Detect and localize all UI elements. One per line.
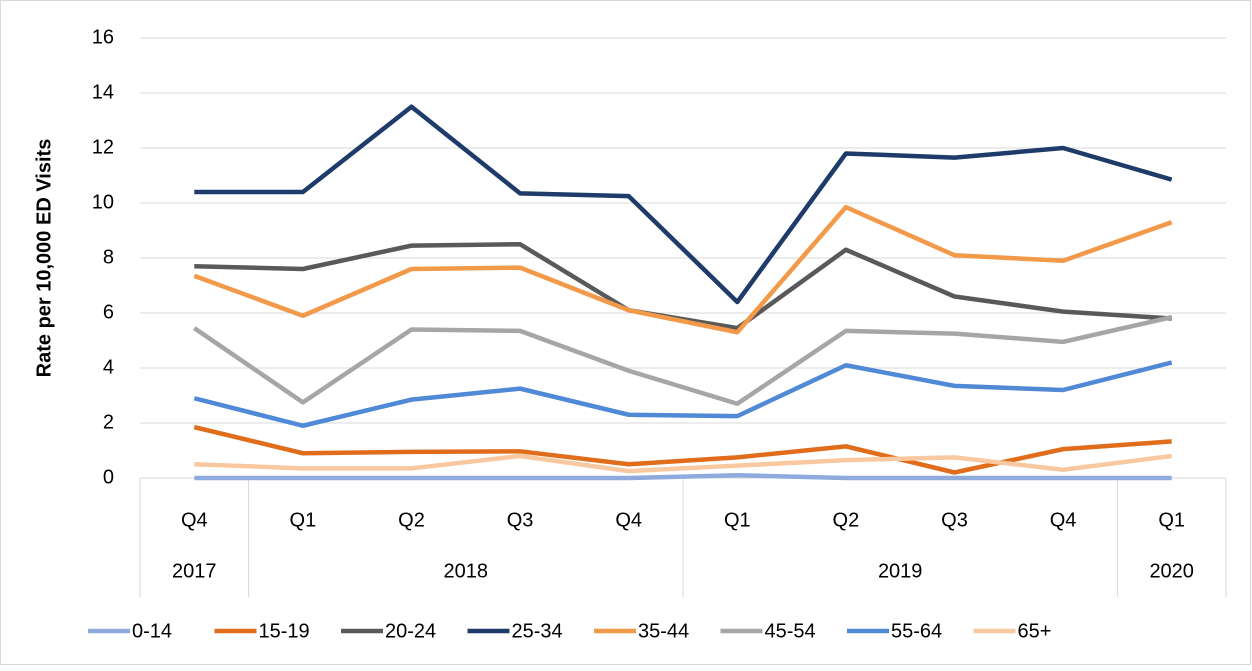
x-group-label: 2020 (1149, 560, 1194, 582)
legend-label: 15-19 (259, 620, 310, 642)
y-tick-label: 6 (103, 301, 114, 323)
y-tick-label: 12 (92, 136, 114, 158)
legend-label: 25-34 (512, 620, 563, 642)
y-tick-label: 10 (92, 191, 114, 213)
x-group-label: 2018 (444, 560, 489, 582)
series-line (194, 453, 1172, 474)
x-tick-label: Q3 (941, 509, 968, 531)
legend-label: 45-54 (765, 620, 816, 642)
legend-label: 55-64 (891, 620, 942, 642)
x-group-label: 2017 (172, 560, 217, 582)
legend-label: 35-44 (638, 620, 689, 642)
series-line (193, 314, 1173, 406)
legend-label: 65+ (1018, 620, 1052, 642)
y-tick-label: 14 (92, 81, 114, 103)
y-tick-label: 2 (103, 411, 114, 433)
y-axis-label: Rate per 10,000 ED Visits (33, 139, 55, 378)
y-tick-label: 4 (103, 356, 114, 378)
y-tick-label: 8 (103, 246, 114, 268)
x-tick-label: Q1 (724, 509, 751, 531)
x-tick-label: Q3 (507, 509, 534, 531)
x-tick-label: Q1 (290, 509, 317, 531)
x-tick-label: Q4 (1050, 509, 1077, 531)
x-tick-label: Q1 (1158, 509, 1185, 531)
series-line (194, 473, 1172, 481)
legend-label: 20-24 (385, 620, 436, 642)
series-line (193, 360, 1173, 428)
series-line (193, 204, 1173, 335)
series-line (193, 424, 1172, 475)
x-tick-label: Q2 (398, 509, 425, 531)
x-tick-label: Q2 (833, 509, 860, 531)
x-tick-label: Q4 (615, 509, 642, 531)
series-line (194, 104, 1173, 305)
x-tick-label: Q4 (181, 509, 208, 531)
y-tick-label: 16 (92, 26, 114, 48)
x-group-label: 2019 (878, 560, 923, 582)
y-tick-label: 0 (103, 466, 114, 488)
legend-label: 0-14 (132, 620, 172, 642)
